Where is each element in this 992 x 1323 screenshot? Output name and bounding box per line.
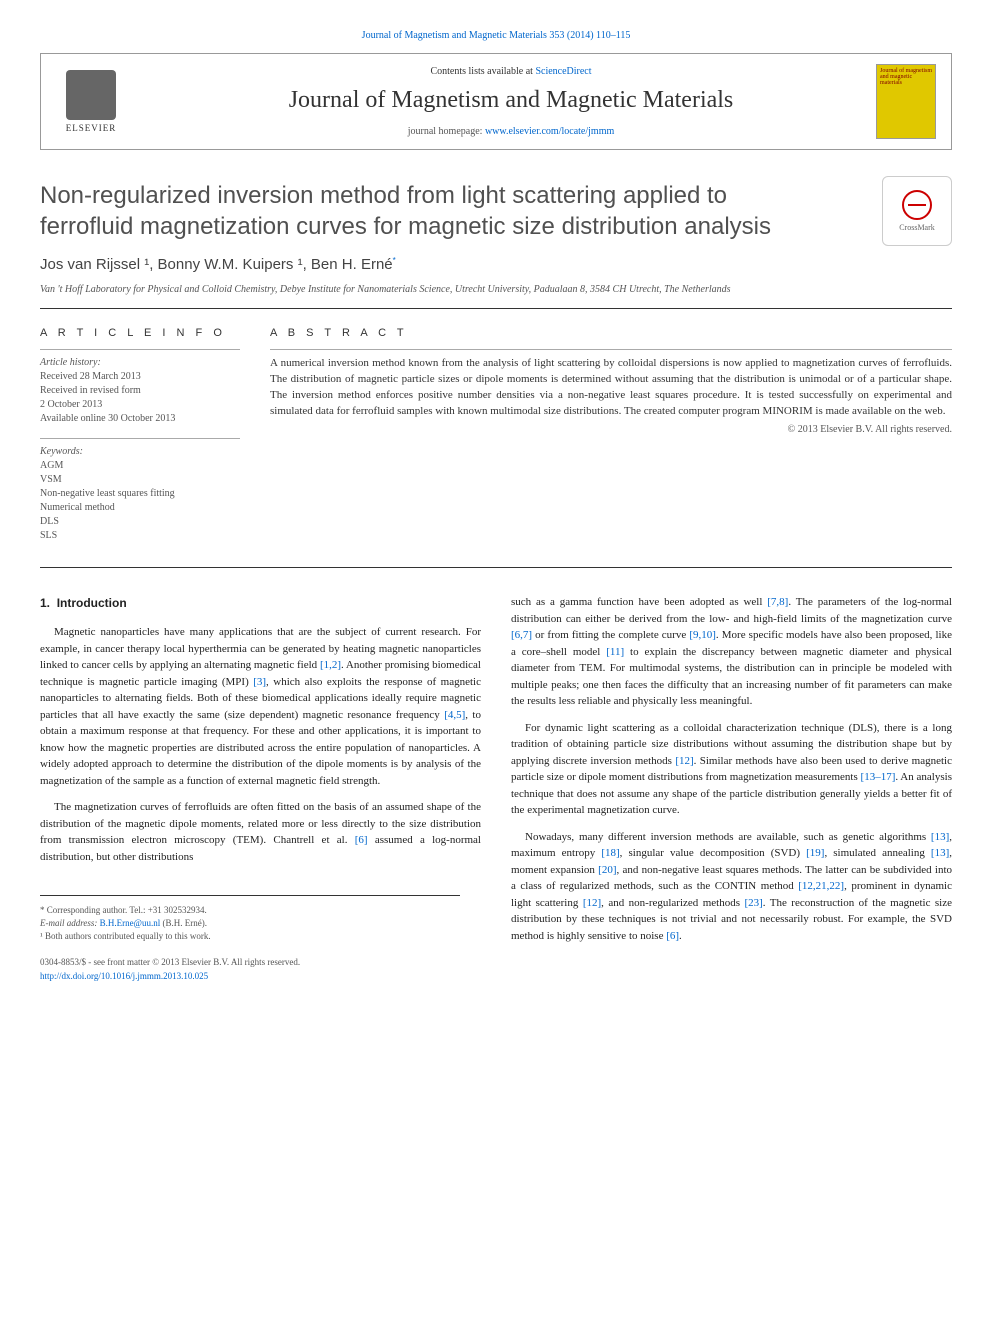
keywords-block: Keywords: AGM VSM Non-negative least squ… (40, 438, 240, 543)
keyword: DLS (40, 515, 240, 529)
ref-link[interactable]: [12,21,22] (798, 880, 844, 892)
footnote-equal-contribution: ¹ Both authors contributed equally to th… (40, 930, 460, 943)
article-info-heading: A R T I C L E I N F O (40, 327, 240, 339)
footnote-email: E-mail address: B.H.Erne@uu.nl (B.H. Ern… (40, 917, 460, 930)
ref-link[interactable]: [11] (606, 646, 624, 658)
paragraph: For dynamic light scattering as a colloi… (511, 720, 952, 819)
ref-link[interactable]: [13] (931, 831, 949, 843)
keyword: AGM (40, 459, 240, 473)
journal-header: ELSEVIER Contents lists available at Sci… (40, 53, 952, 150)
corresponding-mark[interactable]: * (393, 256, 396, 273)
ref-link[interactable]: [12] (675, 755, 693, 767)
ref-link[interactable]: [13–17] (861, 771, 896, 783)
paragraph: Magnetic nanoparticles have many applica… (40, 624, 481, 789)
ref-link[interactable]: [6,7] (511, 629, 532, 641)
homepage-prefix: journal homepage: (408, 126, 485, 137)
journal-cover-thumbnail: Journal of magnetism and magnetic materi… (876, 64, 936, 139)
contents-line: Contents lists available at ScienceDirec… (146, 66, 876, 77)
ref-link[interactable]: [4,5] (444, 709, 465, 721)
top-citation-link[interactable]: Journal of Magnetism and Magnetic Materi… (362, 30, 631, 41)
keyword: SLS (40, 529, 240, 543)
top-citation: Journal of Magnetism and Magnetic Materi… (40, 30, 952, 41)
keyword: Non-negative least squares fitting (40, 487, 240, 501)
crossmark-label: CrossMark (899, 223, 935, 232)
abstract-text: A numerical inversion method known from … (270, 349, 952, 420)
homepage-line: journal homepage: www.elsevier.com/locat… (146, 126, 876, 137)
elsevier-tree-icon (66, 70, 116, 120)
ref-link[interactable]: [9,10] (689, 629, 716, 641)
issn-line: 0304-8853/$ - see front matter © 2013 El… (40, 956, 481, 970)
ref-link[interactable]: [3] (253, 676, 266, 688)
abstract-heading: A B S T R A C T (270, 327, 952, 339)
abstract-copyright: © 2013 Elsevier B.V. All rights reserved… (270, 424, 952, 435)
body-columns: 1. Introduction Magnetic nanoparticles h… (40, 594, 952, 983)
author-list: Jos van Rijssel ¹, Bonny W.M. Kuipers ¹,… (40, 256, 952, 273)
crossmark-icon (902, 190, 932, 220)
sciencedirect-link[interactable]: ScienceDirect (535, 66, 591, 77)
authors-text: Jos van Rijssel ¹, Bonny W.M. Kuipers ¹,… (40, 256, 393, 273)
affiliation: Van 't Hoff Laboratory for Physical and … (40, 283, 952, 296)
ref-link[interactable]: [6] (355, 834, 368, 846)
ref-link[interactable]: [18] (601, 847, 619, 859)
ref-link[interactable]: [7,8] (767, 596, 788, 608)
keyword: Numerical method (40, 501, 240, 515)
header-center: Contents lists available at ScienceDirec… (146, 66, 876, 137)
body-column-left: 1. Introduction Magnetic nanoparticles h… (40, 594, 481, 983)
history-line: Received in revised form (40, 384, 240, 398)
section-heading-intro: 1. Introduction (40, 594, 481, 612)
article-info-column: A R T I C L E I N F O Article history: R… (40, 327, 240, 555)
article-title: Non-regularized inversion method from li… (40, 180, 800, 242)
ref-link[interactable]: [19] (806, 847, 824, 859)
ref-link[interactable]: [23] (744, 897, 762, 909)
ref-link[interactable]: [12] (583, 897, 601, 909)
history-line: Received 28 March 2013 (40, 370, 240, 384)
crossmark-badge[interactable]: CrossMark (882, 176, 952, 246)
keywords-label: Keywords: (40, 445, 240, 459)
body-column-right: such as a gamma function have been adopt… (511, 594, 952, 983)
doi-link[interactable]: http://dx.doi.org/10.1016/j.jmmm.2013.10… (40, 971, 208, 981)
contents-prefix: Contents lists available at (430, 66, 535, 77)
paragraph: Nowadays, many different inversion metho… (511, 829, 952, 945)
footnote-corresponding: * Corresponding author. Tel.: +31 302532… (40, 904, 460, 917)
publisher-logo: ELSEVIER (56, 64, 126, 139)
publisher-logo-label: ELSEVIER (66, 123, 117, 133)
ref-link[interactable]: [20] (598, 864, 616, 876)
ref-link[interactable]: [13] (931, 847, 949, 859)
journal-name: Journal of Magnetism and Magnetic Materi… (146, 87, 876, 114)
bottom-bar: 0304-8853/$ - see front matter © 2013 El… (40, 956, 481, 983)
history-label: Article history: (40, 356, 240, 370)
email-link[interactable]: B.H.Erne@uu.nl (100, 918, 161, 928)
ref-link[interactable]: [6] (666, 930, 679, 942)
article-history-block: Article history: Received 28 March 2013 … (40, 349, 240, 426)
divider-top (40, 308, 952, 309)
abstract-column: A B S T R A C T A numerical inversion me… (270, 327, 952, 555)
ref-link[interactable]: [1,2] (320, 659, 341, 671)
info-abstract-row: A R T I C L E I N F O Article history: R… (40, 327, 952, 555)
divider-mid (40, 567, 952, 568)
paragraph: The magnetization curves of ferrofluids … (40, 799, 481, 865)
history-line: 2 October 2013 (40, 398, 240, 412)
keyword: VSM (40, 473, 240, 487)
footnotes: * Corresponding author. Tel.: +31 302532… (40, 895, 460, 942)
paragraph: such as a gamma function have been adopt… (511, 594, 952, 710)
history-line: Available online 30 October 2013 (40, 412, 240, 426)
homepage-link[interactable]: www.elsevier.com/locate/jmmm (485, 126, 614, 137)
